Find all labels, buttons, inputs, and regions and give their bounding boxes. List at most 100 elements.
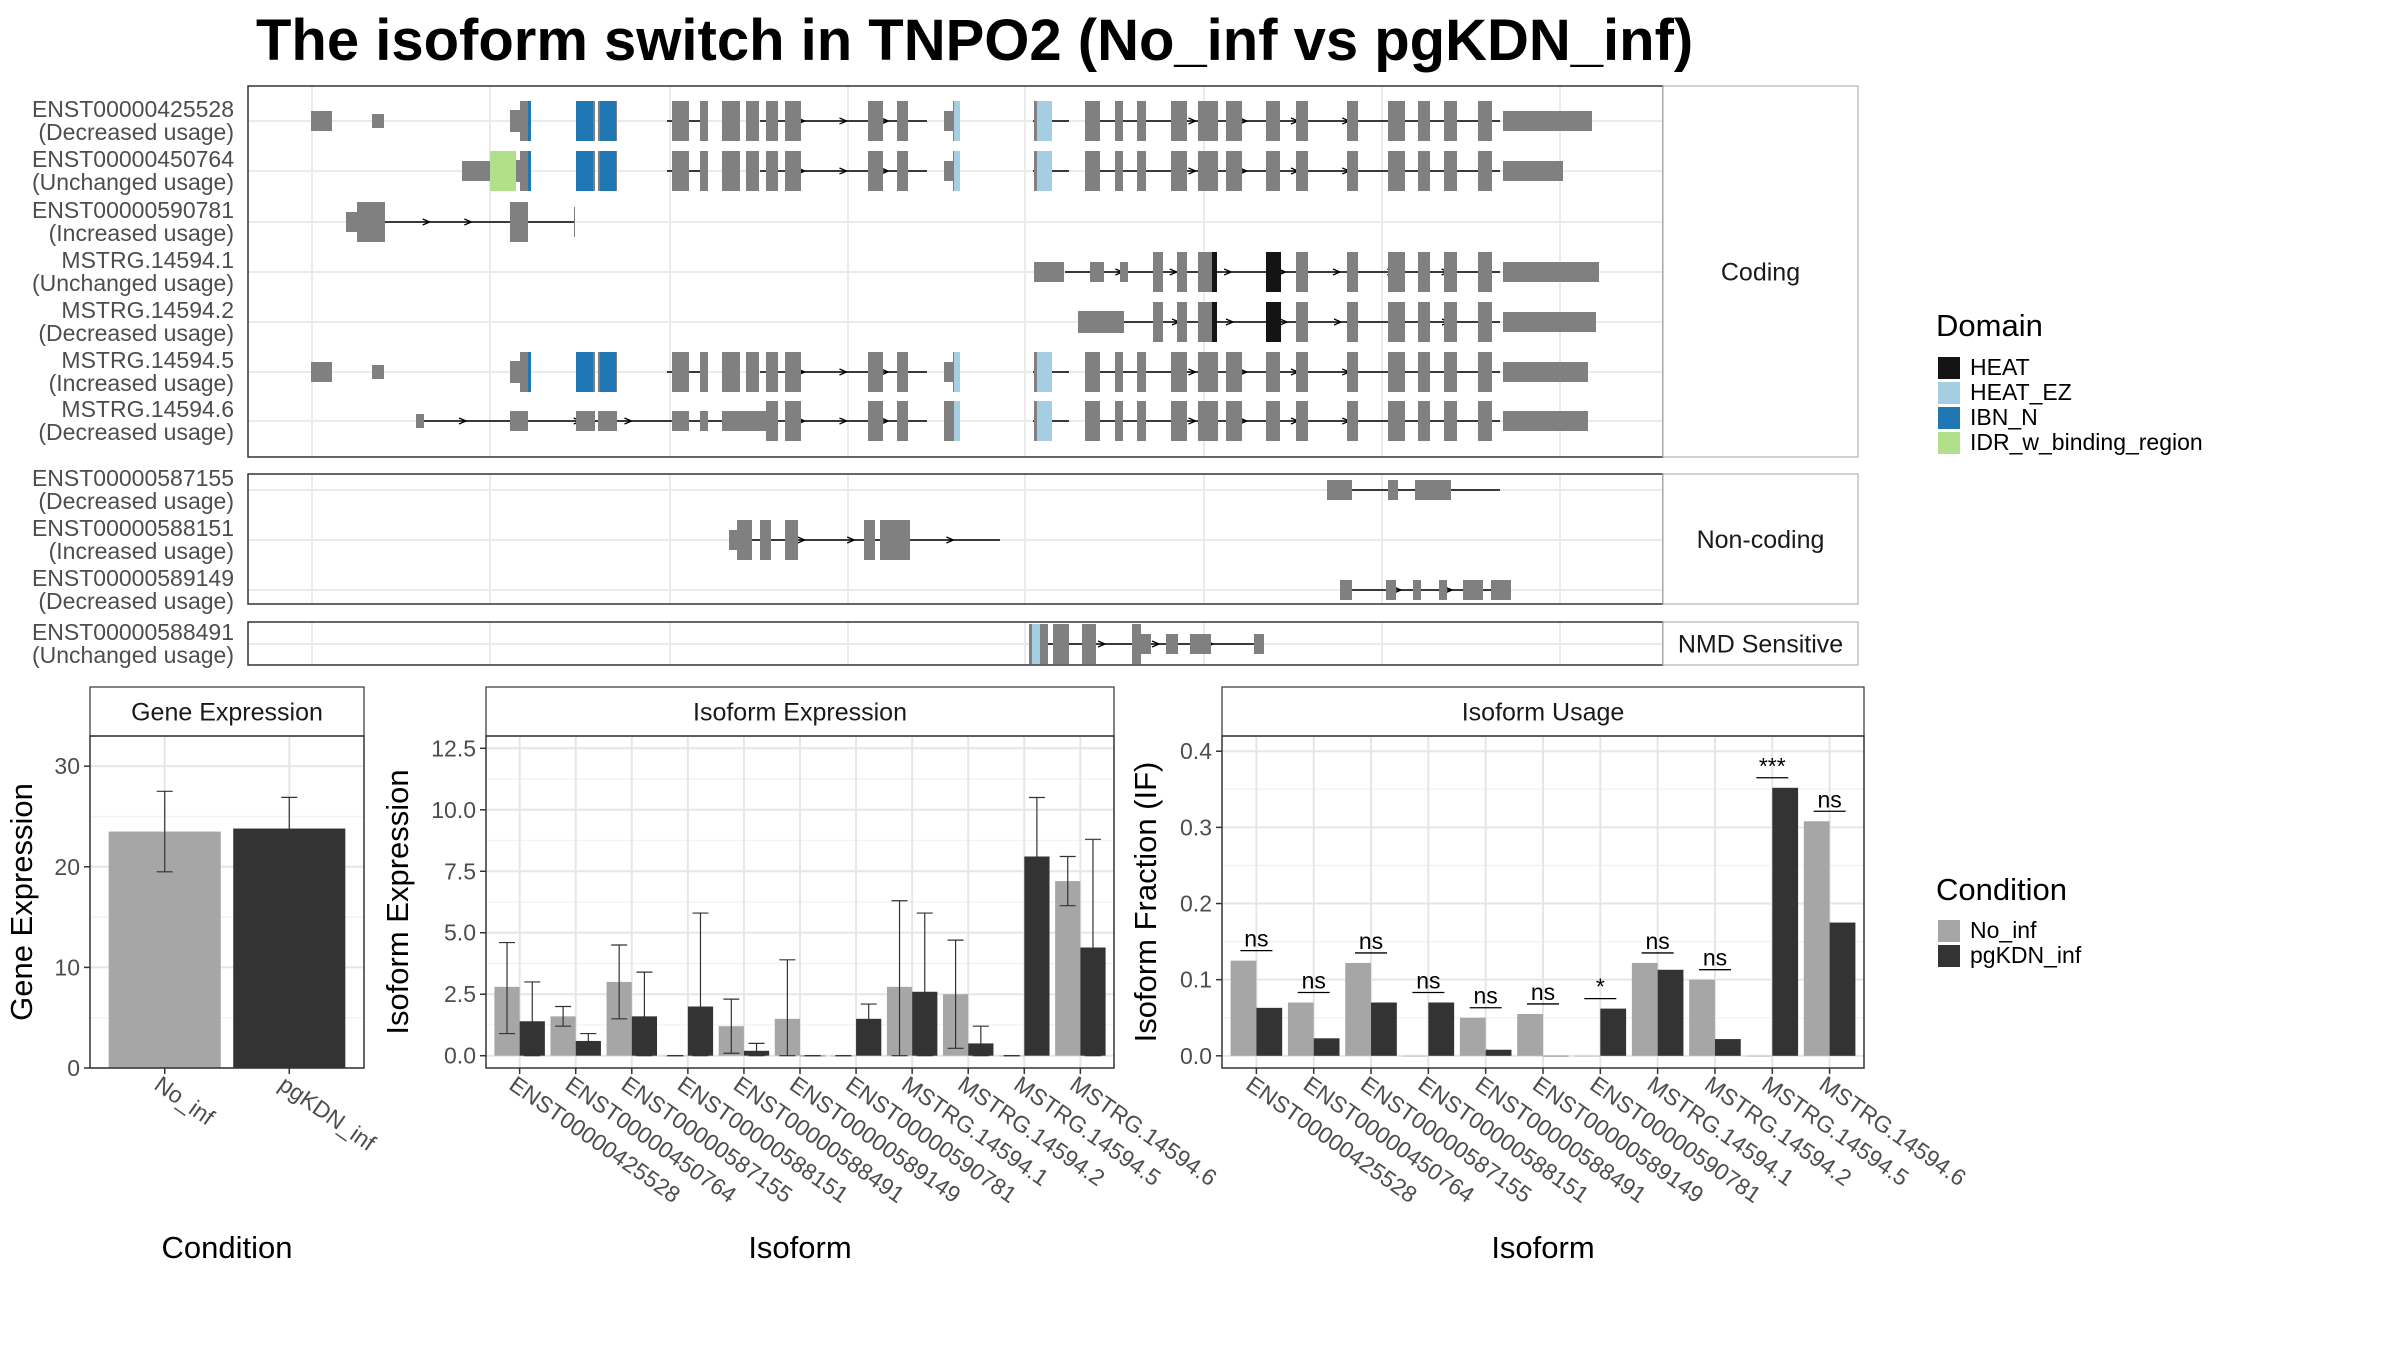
strand-arrow (846, 536, 856, 544)
exon (520, 101, 528, 141)
x-axis-title: Isoform (1491, 1230, 1594, 1265)
exon (520, 352, 528, 392)
transcript-track: ENST00000450764(Unchanged usage) (32, 146, 1563, 195)
domain-heat (1212, 302, 1217, 342)
domain-heat-ez (1037, 401, 1052, 441)
legend-label: IBN_N (1970, 404, 2038, 430)
exon (897, 352, 908, 392)
significance-label: *** (1759, 753, 1786, 779)
exon (1418, 302, 1430, 342)
gene-expression-panel: Gene Expression 0 10 20 30 No_inf pgKDN_inf Gen… (4, 686, 381, 1265)
exon (1137, 352, 1146, 392)
y-tick-label: 5.0 (444, 920, 476, 946)
domain-heat (1212, 252, 1217, 292)
exon (1296, 401, 1308, 441)
exon (311, 362, 332, 382)
exon (1503, 362, 1588, 382)
domain-ibn-n (576, 101, 593, 141)
exon (1266, 101, 1280, 141)
bar (1657, 969, 1684, 1056)
bar (1517, 1013, 1543, 1056)
domain-ibn-n (528, 352, 531, 392)
exon (700, 151, 708, 191)
strand-arrow (1225, 318, 1235, 326)
exon (1418, 101, 1430, 141)
bar (1574, 1055, 1601, 1057)
domain-ibn-n (576, 151, 593, 191)
exon (1153, 252, 1163, 292)
panel-title: Isoform Expression (693, 699, 907, 727)
exon (785, 352, 801, 392)
y-axis-title: Isoform Fraction (IF) (1128, 762, 1163, 1043)
strand-arrow (839, 117, 849, 125)
domain-heat-ez (954, 352, 960, 392)
legend-key-idr-w-binding-region (1938, 432, 1960, 454)
transcript-usage-label: (Increased usage) (49, 538, 234, 564)
exon (880, 520, 910, 560)
bar (1485, 1049, 1512, 1056)
transcript-track: ENST00000587155(Decreased usage) (32, 465, 1500, 514)
bar (1746, 1055, 1773, 1057)
bar (1772, 787, 1799, 1056)
exon (1198, 352, 1218, 392)
bar (1287, 1002, 1314, 1056)
transcript-usage-label: (Increased usage) (49, 370, 234, 396)
transcript-track: ENST00000588151(Increased usage) (32, 515, 1000, 564)
transcript-track: ENST00000588491(Unchanged usage) (32, 619, 1264, 668)
exon (1327, 480, 1352, 500)
significance-label: ns (1474, 983, 1498, 1009)
exon (944, 111, 953, 131)
exon (510, 110, 520, 132)
exon (1296, 352, 1308, 392)
exon (1171, 401, 1187, 441)
exon (1198, 252, 1212, 292)
facet-strip (1662, 85, 1859, 458)
significance-label: * (1596, 974, 1605, 1000)
y-tick-label: 10.0 (431, 797, 476, 823)
exon (1137, 151, 1146, 191)
y-tick-label: 0.4 (1180, 738, 1212, 764)
exon (1115, 352, 1123, 392)
section-nmd-sensitive: ENST00000588491(Unchanged usage) NMD Sens… (32, 619, 1859, 668)
x-axis-title: Condition (162, 1230, 293, 1265)
exon (1444, 151, 1457, 191)
strand-arrow (880, 167, 890, 175)
domain-heat (1266, 252, 1281, 292)
bar (1345, 962, 1372, 1056)
bar (1371, 1002, 1397, 1056)
transcript-id-label: MSTRG.14594.1 (61, 247, 234, 273)
exon (1418, 151, 1430, 191)
exon (1171, 101, 1187, 141)
bar (1543, 1055, 1569, 1057)
strand-arrow (880, 368, 890, 376)
transcript-usage-label: (Decreased usage) (38, 488, 234, 514)
strand-arrow (1239, 167, 1249, 175)
facet-strip (89, 686, 365, 737)
exon (1085, 352, 1100, 392)
significance-label: ns (1359, 928, 1383, 954)
exon (897, 401, 908, 441)
exon (1347, 302, 1358, 342)
exon (1478, 252, 1492, 292)
strand-arrow (422, 218, 432, 226)
exon (1296, 302, 1308, 342)
exon (510, 202, 528, 242)
exon (1478, 352, 1492, 392)
exon (1478, 302, 1492, 342)
exon (1478, 151, 1492, 191)
isoform-expression-panel: Isoform Expression0.02.55.07.510.012.5EN… (380, 686, 1222, 1265)
y-tick-label: 7.5 (444, 858, 476, 884)
domain-heat-ez (954, 101, 960, 141)
domain-heat-ez (1037, 352, 1052, 392)
domain-heat-ez (1037, 101, 1052, 141)
strand-arrow (839, 368, 849, 376)
strand-arrow (1393, 586, 1403, 594)
exon (1444, 302, 1457, 342)
exon (1198, 302, 1212, 342)
legend-label: IDR_w_binding_region (1970, 429, 2203, 455)
exon (1347, 352, 1358, 392)
exon (746, 151, 759, 191)
transcript-usage-label: (Unchanged usage) (32, 270, 234, 296)
exon (1296, 252, 1308, 292)
exon (1413, 580, 1421, 600)
